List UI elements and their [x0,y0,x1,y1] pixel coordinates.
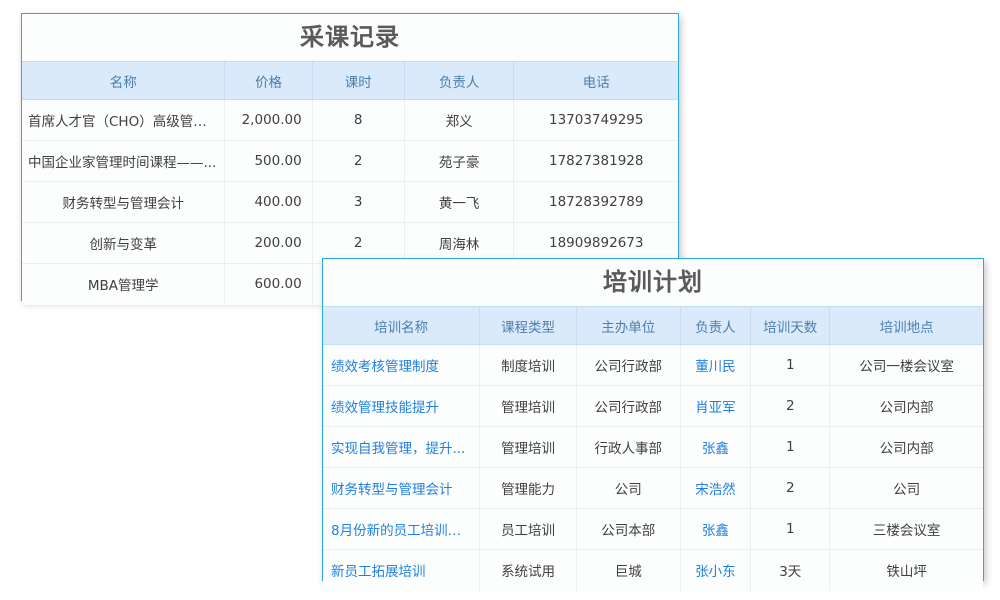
cell-organizer: 公司本部 [576,508,681,550]
cell-owner[interactable]: 董川民 [680,344,752,386]
table-row[interactable]: 绩效管理技能提升 管理培训 公司行政部 肖亚军 2 公司内部 [323,385,983,427]
course-record-panel: 采课记录 名称 价格 课时 负责人 电话 首席人才官（CHO）高级管理... 2… [21,13,679,305]
cell-owner: 黄一飞 [404,181,515,223]
table-row[interactable]: 绩效考核管理制度 制度培训 公司行政部 董川民 1 公司一楼会议室 [323,344,983,386]
cell-name: MBA管理学 [22,263,226,305]
cell-owner: 郑义 [404,99,515,141]
cell-organizer: 公司行政部 [576,385,681,427]
table-header-row: 培训名称 课程类型 主办单位 负责人 培训天数 培训地点 [323,306,983,345]
cell-name: 中国企业家管理时间课程——... [22,140,226,182]
cell-days: 1 [750,344,831,386]
table-row[interactable]: 新员工拓展培训 系统试用 巨城 张小东 3天 铁山坪 [323,549,983,591]
column-header-owner[interactable]: 负责人 [404,61,515,100]
cell-course-type: 员工培训 [479,508,577,550]
cell-price: 200.00 [224,222,313,264]
column-header-training-name[interactable]: 培训名称 [323,306,481,345]
cell-owner[interactable]: 张鑫 [680,426,752,468]
cell-price: 400.00 [224,181,313,223]
cell-training-name[interactable]: 财务转型与管理会计 [323,467,481,509]
cell-organizer: 行政人事部 [576,426,681,468]
cell-name: 创新与变革 [22,222,226,264]
cell-hours: 2 [312,140,405,182]
cell-price: 500.00 [224,140,313,182]
cell-course-type: 管理培训 [479,426,577,468]
table-row[interactable]: 实现自我管理，提升... 管理培训 行政人事部 张鑫 1 公司内部 [323,426,983,468]
cell-days: 2 [750,467,831,509]
table-row[interactable]: 财务转型与管理会计 400.00 3 黄一飞 18728392789 [22,181,678,223]
cell-days: 2 [750,385,831,427]
column-header-phone[interactable]: 电话 [513,61,678,100]
table-header-row: 名称 价格 课时 负责人 电话 [22,61,678,100]
column-header-price[interactable]: 价格 [224,61,313,100]
cell-name: 财务转型与管理会计 [22,181,226,223]
cell-days: 3天 [750,549,831,591]
cell-training-name[interactable]: 新员工拓展培训 [323,549,481,591]
cell-owner: 苑子豪 [404,140,515,182]
cell-training-name[interactable]: 8月份新的员工培训计划 [323,508,481,550]
cell-location: 公司内部 [829,426,983,468]
table-row[interactable]: 创新与变革 200.00 2 周海林 18909892673 [22,222,678,264]
training-plan-panel: 培训计划 培训名称 课程类型 主办单位 负责人 培训天数 培训地点 绩效考核管理… [322,258,984,591]
column-header-days[interactable]: 培训天数 [750,306,831,345]
column-header-organizer[interactable]: 主办单位 [576,306,681,345]
cell-course-type: 制度培训 [479,344,577,386]
cell-course-type: 管理能力 [479,467,577,509]
cell-location: 公司一楼会议室 [829,344,983,386]
column-header-name[interactable]: 名称 [22,61,226,100]
cell-organizer: 公司 [576,467,681,509]
cell-owner[interactable]: 宋浩然 [680,467,752,509]
table-row[interactable]: 首席人才官（CHO）高级管理... 2,000.00 8 郑义 13703749… [22,99,678,141]
training-plan-title: 培训计划 [323,259,983,306]
cell-location: 公司 [829,467,983,509]
cell-owner: 周海林 [404,222,515,264]
training-plan-table: 培训名称 课程类型 主办单位 负责人 培训天数 培训地点 绩效考核管理制度 制度… [323,306,983,591]
cell-owner[interactable]: 张小东 [680,549,752,591]
cell-phone: 13703749295 [513,99,678,141]
cell-location: 铁山坪 [829,549,983,591]
cell-location: 三楼会议室 [829,508,983,550]
cell-phone: 18728392789 [513,181,678,223]
cell-course-type: 系统试用 [479,549,577,591]
cell-organizer: 公司行政部 [576,344,681,386]
cell-price: 600.00 [224,263,313,305]
cell-owner[interactable]: 肖亚军 [680,385,752,427]
cell-training-name[interactable]: 实现自我管理，提升... [323,426,481,468]
table-row[interactable]: 财务转型与管理会计 管理能力 公司 宋浩然 2 公司 [323,467,983,509]
column-header-course-type[interactable]: 课程类型 [479,306,577,345]
cell-name: 首席人才官（CHO）高级管理... [22,99,226,141]
cell-location: 公司内部 [829,385,983,427]
column-header-owner[interactable]: 负责人 [680,306,752,345]
cell-hours: 8 [312,99,405,141]
cell-hours: 3 [312,181,405,223]
cell-training-name[interactable]: 绩效考核管理制度 [323,344,481,386]
cell-course-type: 管理培训 [479,385,577,427]
cell-organizer: 巨城 [576,549,681,591]
cell-phone: 17827381928 [513,140,678,182]
course-record-title: 采课记录 [22,14,678,61]
column-header-hours[interactable]: 课时 [312,61,405,100]
cell-days: 1 [750,508,831,550]
table-row[interactable]: 8月份新的员工培训计划 员工培训 公司本部 张鑫 1 三楼会议室 [323,508,983,550]
cell-price: 2,000.00 [224,99,313,141]
table-row[interactable]: 中国企业家管理时间课程——... 500.00 2 苑子豪 1782738192… [22,140,678,182]
cell-training-name[interactable]: 绩效管理技能提升 [323,385,481,427]
cell-owner[interactable]: 张鑫 [680,508,752,550]
column-header-location[interactable]: 培训地点 [829,306,983,345]
course-record-table: 名称 价格 课时 负责人 电话 首席人才官（CHO）高级管理... 2,000.… [22,61,678,305]
cell-days: 1 [750,426,831,468]
